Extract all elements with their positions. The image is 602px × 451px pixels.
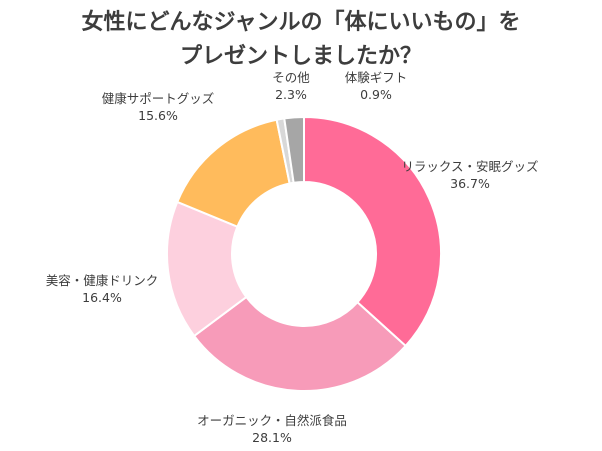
chart-title-line-1: 女性にどんなジャンルの「体にいいもの」を (81, 10, 521, 35)
donut-slices (166, 115, 442, 392)
slice-label-6: その他 (272, 70, 310, 85)
chart-title-line-2: プレゼントしましたか？ (179, 44, 422, 69)
slice-label-4: 健康サポートグッズ (102, 91, 215, 106)
slice-label-1: リラックス・安眠グッズ (401, 159, 538, 174)
slice-value-5: 0.9% (360, 87, 392, 102)
slice-value-3: 16.4% (82, 290, 122, 305)
slice-value-4: 15.6% (138, 108, 178, 123)
slice-label-2: オーガニック・自然派食品 (197, 413, 347, 428)
slice-6 (283, 115, 305, 184)
slice-2 (192, 295, 408, 392)
slice-value-1: 36.7% (450, 176, 490, 191)
slice-label-5: 体験ギフト (345, 70, 408, 85)
slice-value-6: 2.3% (275, 87, 307, 102)
slice-labels: リラックス・安眠グッズ 36.7% オーガニック・自然派食品 28.1% 美容・健康ドリ… (46, 70, 539, 445)
slice-value-2: 28.1% (252, 430, 292, 445)
slice-label-3: 美容・健康ドリンク (46, 273, 159, 288)
slice-1 (303, 115, 442, 348)
